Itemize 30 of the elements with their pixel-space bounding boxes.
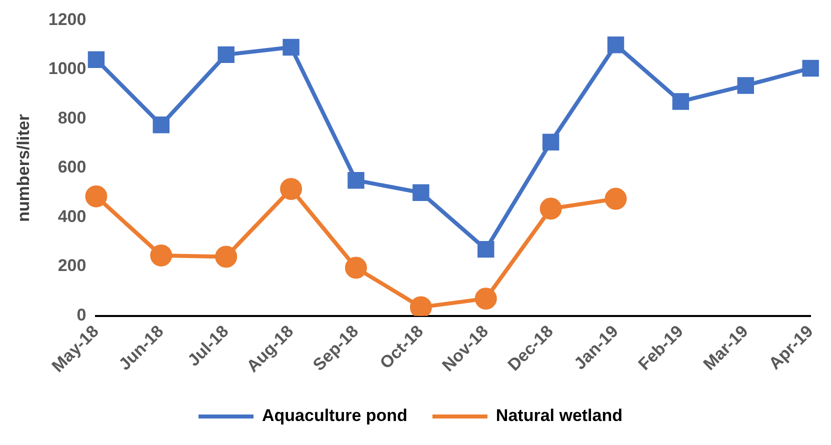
y-tick-label: 600 xyxy=(58,158,86,177)
legend-label: Aquaculture pond xyxy=(262,406,408,426)
y-axis-title: numbers/liter xyxy=(14,114,33,222)
y-tick-label: 800 xyxy=(58,108,86,128)
point xyxy=(474,288,497,310)
y-tick-label: 0 xyxy=(76,306,86,325)
point xyxy=(348,172,364,189)
y-tick-label: 400 xyxy=(58,206,86,226)
point xyxy=(280,178,302,200)
point xyxy=(215,246,238,268)
point xyxy=(218,46,234,64)
point xyxy=(478,240,494,258)
point xyxy=(150,244,172,266)
point xyxy=(412,184,430,202)
point xyxy=(542,134,560,151)
point xyxy=(85,185,108,208)
legend-label: Natural wetland xyxy=(496,406,623,426)
point xyxy=(152,116,170,134)
point xyxy=(802,60,819,77)
y-tick-label: 1200 xyxy=(48,10,86,29)
y-tick-label: 200 xyxy=(58,256,86,276)
point xyxy=(604,188,627,210)
point xyxy=(88,51,105,68)
point xyxy=(672,93,690,110)
point xyxy=(344,256,367,279)
y-tick-label: 1000 xyxy=(48,59,86,78)
point xyxy=(282,38,300,56)
point xyxy=(607,36,624,54)
point xyxy=(737,77,754,94)
point xyxy=(540,198,562,220)
